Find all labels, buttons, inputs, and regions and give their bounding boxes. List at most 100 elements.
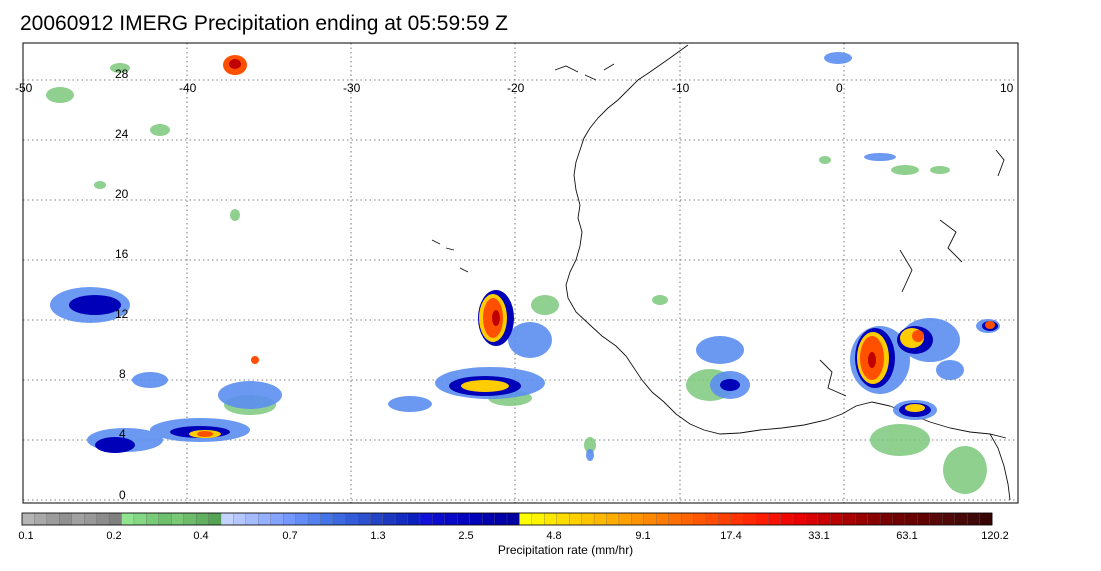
colorbar-tick-label: 4.8 — [546, 530, 562, 542]
colorbar-cell — [220, 512, 234, 526]
colorbar-cell — [817, 512, 831, 526]
colorbar-cell — [917, 512, 931, 526]
colorbar-cell — [332, 512, 346, 526]
colorbar-cell — [34, 512, 48, 526]
map-gridlines — [23, 43, 1018, 503]
colorbar-cell — [668, 512, 682, 526]
lat-tick-label: 20 — [115, 187, 129, 201]
colorbar-cell — [519, 512, 533, 526]
colorbar-cell — [792, 512, 806, 526]
colorbar-cell — [643, 512, 657, 526]
colorbar-cell — [494, 512, 508, 526]
colorbar-cell — [618, 512, 632, 526]
colorbar-border — [21, 512, 993, 526]
colorbar-tick-label: 63.1 — [896, 530, 918, 542]
precipitation-field — [46, 52, 1000, 494]
lat-tick-label: 8 — [119, 367, 126, 381]
colorbar-cell — [146, 512, 160, 526]
colorbar-cell — [270, 512, 284, 526]
colorbar-cell — [394, 512, 408, 526]
colorbar-cell — [805, 512, 819, 526]
colorbar-cell — [904, 512, 918, 526]
colorbar-cell — [195, 512, 209, 526]
lat-tick-label: 16 — [115, 247, 129, 261]
colorbar-cell — [282, 512, 297, 526]
colorbar-cell — [680, 512, 694, 526]
lat-tick-label: 12 — [115, 307, 129, 321]
lat-tick-label: 0 — [119, 488, 126, 502]
colorbar-cell — [158, 512, 172, 526]
colorbar-cell — [780, 512, 794, 526]
colorbar-cell — [942, 512, 956, 526]
colorbar-tick-label: 0.4 — [193, 530, 209, 542]
lon-tick-label: -20 — [507, 81, 525, 95]
coastline — [431, 44, 1011, 501]
colorbar-cell — [382, 512, 396, 526]
colorbar-cell — [96, 512, 110, 526]
colorbar-cell — [457, 512, 471, 526]
colorbar-cell — [370, 512, 384, 526]
colorbar-cell — [295, 512, 309, 526]
map-border — [22, 42, 1019, 504]
lon-tick-label: 0 — [836, 81, 843, 95]
colorbar-cell — [71, 512, 85, 526]
colorbar-tick-label: 1.3 — [370, 530, 386, 542]
colorbar-tick-label: 120.2 — [981, 530, 1009, 542]
colorbar-cell — [469, 512, 483, 526]
colorbar-cell — [581, 512, 595, 526]
colorbar-cell — [233, 512, 247, 526]
map-title: 20060912 IMERG Precipitation ending at 0… — [20, 12, 508, 35]
colorbar-cell — [171, 512, 185, 526]
colorbar-cell — [407, 512, 421, 526]
colorbar-cell — [245, 512, 259, 526]
colorbar-cell — [531, 512, 545, 526]
colorbar-tick-label: 33.1 — [808, 530, 830, 542]
colorbar-cell — [755, 512, 769, 526]
colorbar-cell — [631, 512, 645, 526]
colorbar-cell — [867, 512, 881, 526]
colorbar-cell — [357, 512, 371, 526]
colorbar-cell — [966, 512, 981, 526]
lat-tick-label: 28 — [115, 67, 129, 81]
colorbar-tick-label: 9.1 — [635, 530, 651, 542]
colorbar-cell — [183, 512, 197, 526]
colorbar-cell — [730, 512, 744, 526]
colorbar-cell — [693, 512, 707, 526]
colorbar-cell — [21, 512, 35, 526]
colorbar-cell — [954, 512, 968, 526]
colorbar-title: Precipitation rate (mm/hr) — [497, 543, 634, 557]
colorbar-cell — [544, 512, 558, 526]
colorbar-cell — [979, 512, 993, 526]
colorbar-cell — [743, 512, 757, 526]
colorbar-cell — [108, 512, 122, 526]
colorbar-cell — [320, 512, 334, 526]
colorbar-cell — [855, 512, 869, 526]
lat-tick-label: 4 — [119, 427, 126, 441]
colorbar-tick-label: 0.7 — [282, 530, 298, 542]
lat-tick-label: 24 — [115, 127, 129, 141]
lon-tick-label: -50 — [15, 81, 33, 95]
colorbar-cell — [444, 512, 458, 526]
colorbar-cell — [656, 512, 670, 526]
colorbar-cell — [842, 512, 856, 526]
colorbar-cell — [59, 512, 73, 526]
colorbar-cell — [307, 512, 321, 526]
colorbar-cell — [208, 512, 222, 526]
colorbar-cell — [84, 512, 98, 526]
colorbar-cell — [768, 512, 782, 526]
colorbar-cell — [593, 512, 607, 526]
colorbar-cell — [506, 512, 520, 526]
colorbar-cell — [556, 512, 570, 526]
lon-tick-label: 10 — [1000, 81, 1014, 95]
colorbar-cell — [892, 512, 906, 526]
colorbar-tick-label: 17.4 — [720, 530, 742, 542]
colorbar-cell — [121, 512, 135, 526]
colorbar-cell — [606, 512, 620, 526]
colorbar-cell — [705, 512, 719, 526]
colorbar-cell — [432, 512, 446, 526]
colorbar-cell — [569, 512, 583, 526]
colorbar-cell — [830, 512, 844, 526]
colorbar-cell — [929, 512, 943, 526]
